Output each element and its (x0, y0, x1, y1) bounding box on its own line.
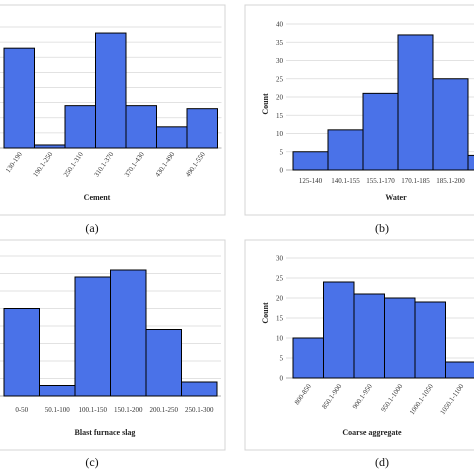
panel-d-caption: (d) (375, 455, 389, 469)
panel-c-caption: (c) (85, 455, 98, 469)
panel-b-y-tick-label: 10 (276, 130, 284, 138)
panel-b-bar (362, 92, 399, 171)
panel-d-x-axis-label: Coarse aggregate (342, 428, 402, 437)
panel-c-bars (3, 269, 218, 397)
panel-d-y-tick-label: 15 (276, 315, 284, 323)
panel-d-bar (445, 361, 474, 379)
panel-b-caption: (b) (375, 221, 389, 235)
panel-a-bar (3, 47, 35, 149)
panel-b-bar (292, 151, 329, 171)
panel-b-x-axis-label: Water (385, 193, 407, 202)
panel-c-x-axis-label: Blast furnace slag (75, 428, 136, 437)
panel-c: 0-50 50.1-100 100.1-150 150.1-200 200.1-250 2… (0, 239, 226, 469)
panel-d-y-tick-label: 20 (276, 295, 284, 303)
panel-a-bar (95, 32, 127, 149)
panel-b: 0 5 10 15 20 25 30 35 40 125-140 140.1-155 155.1-1… (244, 4, 474, 235)
panel-b-y-tick-label: 30 (276, 57, 284, 65)
panel-b-y-axis-label: Count (261, 93, 270, 115)
panel-d-y-tick-label: 25 (276, 275, 284, 283)
panel-b-x-tick-label: 185.1-200 (436, 177, 465, 185)
panel-d-y-tick-label: 10 (276, 335, 284, 343)
panel-a-bar (64, 105, 96, 149)
panel-c-bar (39, 385, 76, 397)
panel-b-y-tick-label: 5 (280, 148, 284, 156)
panel-c-bar (3, 308, 40, 397)
panel-b-y-tick-label: 40 (276, 21, 284, 29)
panel-b-bars (292, 34, 474, 171)
panel-c-bar (181, 381, 218, 397)
panel-a-bar (156, 126, 188, 149)
panel-b-x-tick-label: 170.1-185 (401, 177, 430, 185)
panel-d-y-tick-label: 0 (280, 375, 284, 383)
panel-d-y-tick-labels: 0 5 10 15 20 25 30 (276, 255, 284, 383)
panel-b-y-tick-label: 0 (280, 167, 284, 175)
panel-b-y-tick-label: 20 (276, 94, 284, 102)
panel-b-bar (432, 78, 469, 171)
panel-c-x-tick-label: 150.1-200 (114, 406, 143, 414)
panel-a-bar (186, 108, 218, 149)
panel-b-bar (327, 129, 364, 171)
panel-c-bar (74, 276, 111, 397)
panel-b-y-tick-label: 15 (276, 112, 284, 120)
panel-a-bars (3, 32, 218, 149)
panel-c-x-tick-labels: 0-50 50.1-100 100.1-150 150.1-200 200.1-250 2… (15, 406, 214, 414)
panel-c-x-tick-label: 50.1-100 (45, 406, 71, 414)
panel-b-x-tick-label: 140.1-155 (331, 177, 360, 185)
panel-b-y-tick-label: 35 (276, 39, 284, 47)
panel-d-bar (384, 297, 416, 379)
panel-b-x-tick-labels: 125-140 140.1-155 155.1-170 170.1-185 185.1-… (299, 177, 465, 185)
panel-d-y-tick-label: 5 (280, 355, 284, 363)
panel-a-caption: (a) (85, 221, 98, 235)
panel-d-bars (292, 281, 474, 379)
panel-d-bar (292, 337, 324, 379)
panel-c-x-tick-label: 0-50 (15, 406, 28, 414)
panel-c-x-tick-label: 250.1-300 (185, 406, 214, 414)
panel-b-bar (467, 154, 474, 171)
panel-b-x-tick-label: 155.1-170 (366, 177, 395, 185)
panel-c-x-tick-label: 100.1-150 (78, 406, 107, 414)
panel-d-y-axis-label: Count (261, 302, 270, 324)
panel-d-bar (414, 301, 446, 379)
panel-a-bar (34, 144, 66, 149)
panel-b-bar (397, 34, 434, 171)
panel-b-y-tick-label: 25 (276, 75, 284, 83)
panel-a: 130-190 190.1-250 250.1-310 310.1-370 370.1-… (0, 4, 226, 235)
panel-c-bar (110, 269, 147, 397)
panel-d-y-tick-label: 30 (276, 255, 284, 263)
panel-d-bar (353, 293, 385, 379)
panel-a-bar (125, 105, 157, 149)
panel-b-y-tick-labels: 0 5 10 15 20 25 30 35 40 (276, 21, 284, 175)
panel-a-x-axis-label: Cement (84, 193, 111, 202)
panel-d-bar (323, 281, 355, 379)
panel-c-x-tick-label: 200.1-250 (149, 406, 178, 414)
panel-b-x-tick-label: 125-140 (299, 177, 323, 185)
panel-c-bar (145, 329, 182, 397)
